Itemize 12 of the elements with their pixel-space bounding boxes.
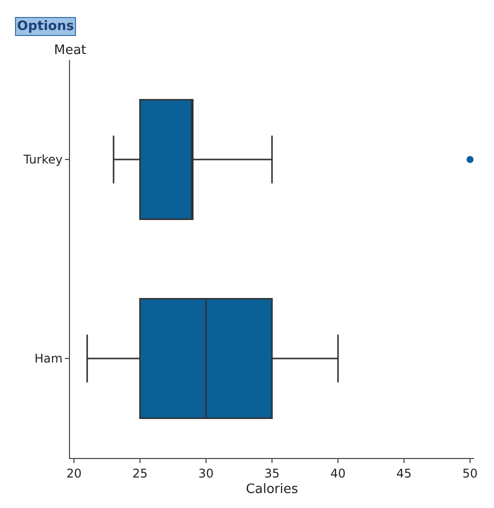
text: Options [17,19,74,34]
x-tick-label: 40 [330,466,346,480]
x-tick-label: 50 [462,466,478,480]
x-tick-label: 25 [132,466,148,480]
y-tick-label: Ham [34,352,63,366]
x-axis-title: Calories [246,482,298,497]
y-axis-title: Meat [54,43,86,58]
x-tick-label: 45 [396,466,412,480]
x-tick-label: 35 [264,466,280,480]
x-tick-label: 30 [198,466,214,480]
y-tick-label: Turkey [22,152,63,167]
x-tick-label: 20 [66,466,82,480]
